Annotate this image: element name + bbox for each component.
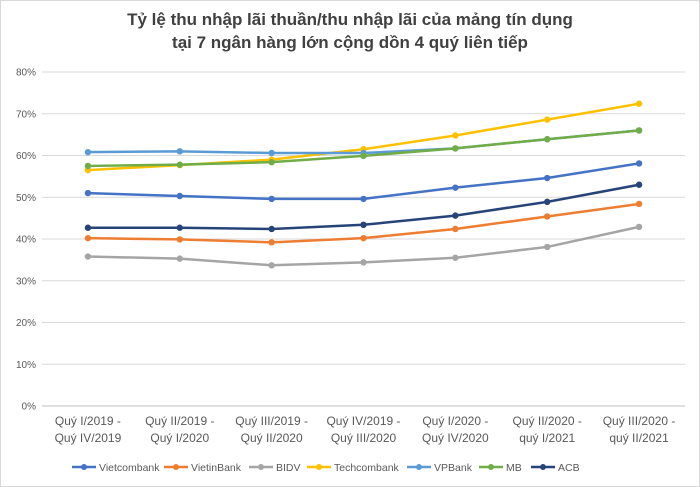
x-tick-label: Quý IV/2020 [422, 431, 489, 445]
y-tick-label: 70% [16, 109, 36, 120]
data-point-acb [84, 224, 92, 231]
data-point-mb [635, 127, 643, 134]
data-point-bidv [635, 223, 643, 231]
legend-marker-acb [540, 464, 546, 470]
data-point-techcombank [635, 100, 643, 107]
x-tick-label: Quý III/2020 - [603, 414, 676, 428]
data-point-acb [544, 198, 551, 206]
data-point-mb [360, 152, 367, 160]
data-point-acb [268, 225, 275, 233]
y-tick-label: 40% [16, 235, 36, 246]
data-point-acb [176, 224, 183, 231]
data-point-bidv [84, 253, 92, 260]
data-point-mb [544, 136, 551, 143]
data-point-vietcombank [268, 195, 275, 203]
data-point-vietinbank [360, 234, 367, 242]
legend-label-vietcombank: Vietcombank [99, 462, 160, 474]
series-line-vietcombank [87, 162, 640, 201]
x-tick-label: quý I/2021 [519, 431, 575, 445]
x-tick-label: Quý IV/2019 - [326, 414, 400, 428]
y-tick-label: 60% [16, 151, 36, 162]
y-tick-label: 10% [16, 360, 36, 371]
data-point-bidv [268, 262, 275, 269]
data-point-bidv [544, 243, 551, 251]
data-point-acb [360, 221, 367, 229]
data-point-vietcombank [544, 174, 551, 182]
data-point-vietinbank [268, 239, 275, 246]
chart-title-line-1: Tỷ lệ thu nhập lãi thuần/thu nhập lãi củ… [127, 10, 573, 29]
data-point-mb [176, 161, 183, 168]
legend-label-vpbank: VPBank [434, 462, 473, 474]
x-tick-label: Quý III/2020 [331, 431, 397, 445]
y-tick-label: 80% [16, 68, 36, 79]
y-tick-label: 0% [22, 402, 37, 413]
chart-title-line-2: tại 7 ngân hàng lớn cộng dồn 4 quý liên … [172, 33, 528, 52]
data-point-vietinbank [452, 225, 459, 233]
data-point-vietinbank [176, 236, 183, 243]
legend-label-mb: MB [506, 462, 522, 474]
x-tick-label: Quý IV/2019 [55, 431, 122, 445]
legend-marker-vpbank [416, 464, 422, 470]
data-point-bidv [360, 259, 367, 266]
x-tick-label: Quý III/2019 - [235, 414, 308, 428]
data-point-bidv [176, 255, 183, 262]
data-point-acb [452, 212, 459, 219]
data-point-techcombank [544, 116, 551, 123]
data-point-acb [635, 181, 643, 188]
legend-marker-techcombank [316, 464, 322, 470]
data-point-vietcombank [176, 192, 183, 200]
data-point-bidv [452, 254, 459, 261]
legend-label-acb: ACB [558, 462, 580, 474]
data-point-vietcombank [84, 189, 92, 197]
legend-marker-vietinbank [173, 464, 179, 470]
y-tick-label: 50% [16, 193, 36, 204]
x-tick-label: Quý I/2020 [150, 431, 209, 445]
data-point-vietcombank [452, 184, 459, 191]
data-point-mb [452, 145, 459, 152]
data-point-mb [268, 158, 275, 166]
data-point-vpbank [268, 149, 275, 157]
data-point-vietinbank [544, 213, 551, 220]
data-point-techcombank [452, 132, 459, 139]
y-tick-label: 20% [16, 318, 36, 329]
data-point-vietinbank [84, 234, 92, 242]
legend-label-bidv: BIDV [276, 462, 301, 474]
legend-label-vietinbank: VietinBank [191, 462, 242, 474]
chart-title: Tỷ lệ thu nhập lãi thuần/thu nhập lãi củ… [0, 8, 700, 54]
x-tick-label: Quý II/2019 - [145, 414, 214, 428]
y-tick-label: 30% [16, 276, 36, 287]
x-tick-label: Quý I/2019 - [55, 414, 121, 428]
legend-marker-mb [488, 464, 494, 470]
data-point-mb [84, 162, 92, 170]
data-point-vietcombank [360, 195, 367, 203]
legend-marker-vietcombank [81, 464, 87, 470]
data-point-vpbank [176, 148, 183, 155]
legend-marker-bidv [258, 464, 264, 470]
data-point-vpbank [84, 148, 92, 156]
legend-label-techcombank: Techcombank [334, 462, 400, 474]
x-tick-label: Quý II/2020 - [513, 414, 582, 428]
x-tick-label: Quý I/2020 - [422, 414, 488, 428]
x-tick-label: Quý II/2020 [241, 431, 303, 445]
x-tick-label: quý II/2021 [609, 431, 669, 445]
data-point-vietcombank [635, 160, 643, 167]
data-point-vietinbank [635, 200, 643, 208]
